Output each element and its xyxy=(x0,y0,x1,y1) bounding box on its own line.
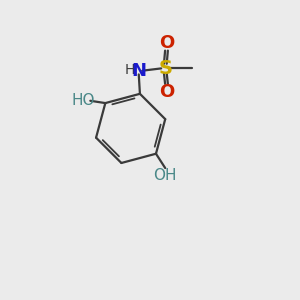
Text: N: N xyxy=(131,62,146,80)
Text: O: O xyxy=(159,83,174,101)
Text: HO: HO xyxy=(72,93,95,108)
Text: O: O xyxy=(159,34,174,52)
Text: OH: OH xyxy=(154,168,177,183)
Text: S: S xyxy=(158,59,172,78)
Text: H: H xyxy=(125,63,135,77)
